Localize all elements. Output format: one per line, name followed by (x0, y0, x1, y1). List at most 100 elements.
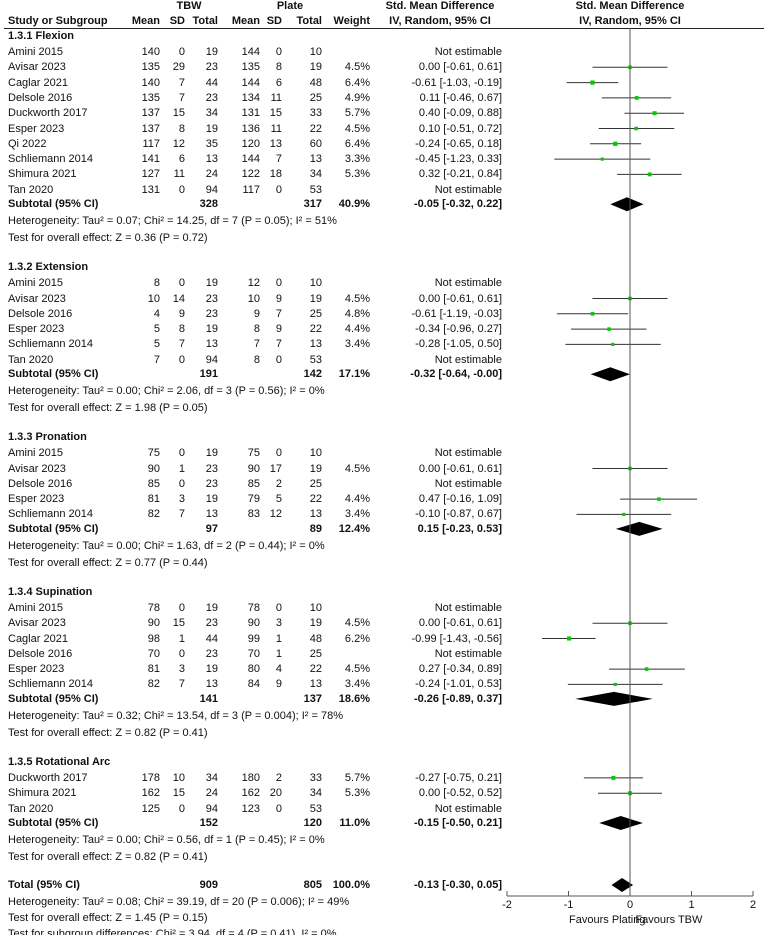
subtotal-n1: 328 (199, 198, 218, 211)
study-sd1: 7 (178, 678, 185, 691)
study-effect-ci: -0.24 [-1.01, 0.53] (415, 678, 502, 691)
study-m1: 135 (141, 61, 160, 74)
study-sd2: 15 (269, 107, 282, 120)
study-effect-ci: Not estimable (434, 277, 502, 290)
study-sd2: 0 (275, 277, 282, 290)
study-n1: 23 (205, 617, 218, 630)
plot-title: Std. Mean Difference (575, 0, 685, 12)
study-n1: 44 (205, 632, 218, 645)
study-m1: 10 (147, 292, 160, 305)
overall-effect-test: Test for overall effect: Z = 1.98 (P = 0… (8, 402, 208, 415)
subtotal-weight: 12.4% (338, 522, 370, 535)
effect-square (634, 96, 639, 100)
study-effect-ci: -0.99 [-1.43, -0.56] (411, 632, 503, 645)
study-m1: 4 (153, 307, 160, 320)
study-m2: 136 (241, 122, 260, 135)
study-name: Esper 2023 (8, 122, 65, 135)
study-w: 4.5% (344, 663, 370, 676)
effect-column-subtitle: IV, Random, 95% CI (389, 15, 491, 27)
study-name: Schliemann 2014 (8, 153, 94, 166)
study-effect-ci: -0.28 [-1.05, 0.50] (415, 338, 502, 351)
study-sd2: 1 (275, 632, 282, 645)
subgroup-title: 1.3.3 Pronation (8, 431, 87, 444)
study-effect-ci: Not estimable (434, 447, 502, 460)
study-m2: 117 (242, 183, 260, 196)
study-w (250, 647, 370, 661)
study-n2: 10 (309, 277, 322, 290)
study-effect-ci: 0.27 [-0.34, 0.89] (418, 663, 502, 676)
study-sd2: 5 (275, 493, 282, 506)
study-n1: 23 (205, 292, 218, 305)
study-w: 5.7% (344, 107, 370, 120)
study-sd1: 0 (178, 477, 185, 490)
study-w: 4.4% (344, 493, 370, 506)
study-effect-ci: Not estimable (434, 46, 502, 58)
subtotal-weight: 40.9% (338, 198, 370, 211)
overall-effect-test: Test for overall effect: Z = 0.82 (P = 0… (8, 851, 208, 863)
study-m2: 134 (241, 91, 260, 104)
subtotal-diamond (575, 691, 653, 706)
study-m1: 141 (141, 153, 160, 166)
study-sd2: 0 (275, 601, 282, 614)
study-name: Delsole 2016 (8, 307, 73, 320)
study-n2: 25 (309, 477, 322, 490)
study-n1: 23 (205, 477, 218, 490)
study-m2: 162 (241, 787, 260, 800)
study-n2: 33 (309, 107, 322, 120)
study-sd1: 8 (178, 323, 185, 336)
subtotal-weight: 17.1% (338, 368, 370, 381)
study-m2: 135 (241, 61, 260, 74)
study-effect-ci: 0.00 [-0.61, 0.61] (418, 617, 502, 630)
subtotal-n2: 317 (303, 198, 322, 211)
study-sd2: 20 (269, 787, 282, 800)
study-sd1: 0 (178, 277, 185, 290)
heterogeneity-text: Heterogeneity: Tau² = 0.00; Chi² = 2.06,… (8, 385, 325, 398)
study-effect-ci: 0.40 [-0.09, 0.88] (418, 107, 502, 120)
effect-square (634, 126, 638, 131)
study-sd2: 7 (275, 307, 282, 320)
study-sd2: 0 (275, 802, 282, 815)
study-w: 5.3% (344, 168, 370, 181)
study-name: Amini 2015 (8, 447, 64, 460)
study-effect-ci: -0.27 [-0.75, 0.21] (415, 771, 502, 784)
subtotal-n2: 137 (303, 692, 322, 705)
study-effect-ci: -0.10 [-0.87, 0.67] (415, 508, 502, 521)
study-w (250, 353, 370, 367)
study-m1: 90 (147, 617, 160, 630)
study-w (250, 477, 370, 491)
header-divider (4, 28, 764, 29)
study-m2: 83 (247, 508, 260, 521)
column-header-sd: SD (266, 15, 282, 27)
subgroup-title: 1.3.1 Flexion (8, 30, 75, 42)
study-m1: 127 (141, 168, 160, 181)
effect-square (611, 775, 616, 780)
effect-square (590, 80, 595, 85)
study-n1: 24 (205, 168, 218, 181)
study-name: Avisar 2023 (8, 61, 66, 74)
study-sd2: 2 (275, 771, 282, 784)
heterogeneity-text: Heterogeneity: Tau² = 0.07; Chi² = 14.25… (8, 215, 337, 228)
study-m2: 123 (241, 802, 260, 815)
study-name: Tan 2020 (8, 802, 54, 815)
study-w: 6.4% (344, 137, 370, 150)
study-name: Amini 2015 (8, 277, 64, 290)
study-effect-ci: 0.11 [-0.46, 0.67] (419, 91, 502, 104)
study-name: Delsole 2016 (8, 647, 73, 660)
study-w: 4.5% (344, 292, 370, 305)
study-n2: 60 (309, 137, 322, 150)
subtotal-effect-ci: 0.15 [-0.23, 0.53] (417, 522, 502, 535)
study-sd2: 6 (275, 76, 282, 89)
study-sd2: 0 (275, 183, 282, 196)
study-n1: 23 (205, 91, 218, 104)
study-name: Avisar 2023 (8, 617, 66, 630)
study-name: Shimura 2021 (8, 168, 77, 181)
favours-left-label: Favours Plating (569, 914, 646, 926)
study-sd2: 18 (269, 168, 282, 181)
subtotal-diamond (615, 521, 663, 536)
study-sd2: 9 (275, 292, 282, 305)
effect-square (567, 636, 572, 641)
study-m1: 137 (141, 122, 160, 135)
study-sd1: 12 (172, 137, 185, 150)
study-effect-ci: Not estimable (434, 477, 502, 490)
study-n2: 25 (309, 307, 322, 320)
